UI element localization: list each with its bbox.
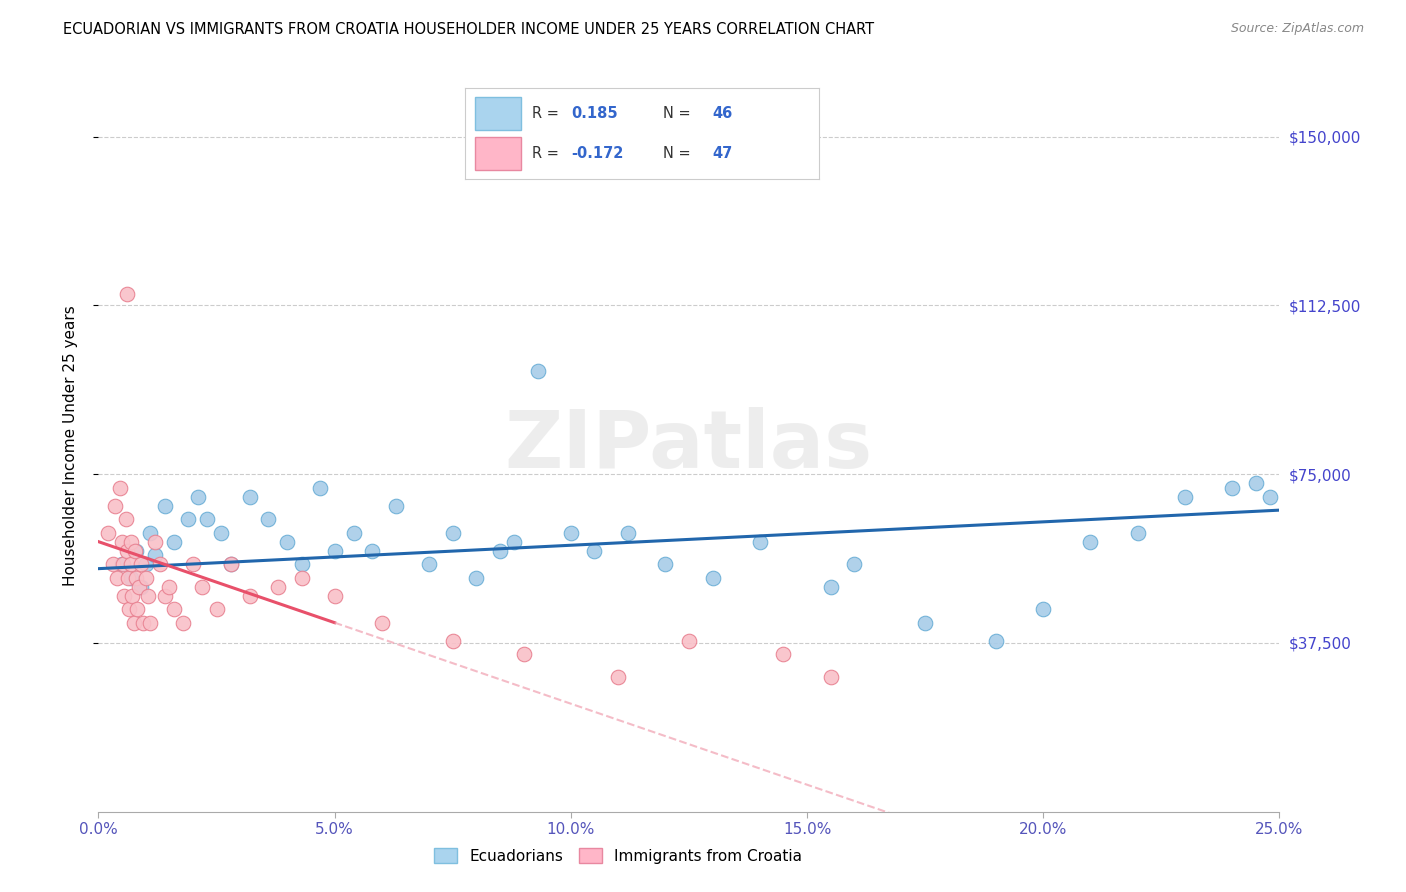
Point [418, 557, 440, 571]
Text: ECUADORIAN VS IMMIGRANTS FROM CROATIA HOUSEHOLDER INCOME UNDER 25 YEARS CORRELAT: ECUADORIAN VS IMMIGRANTS FROM CROATIA HO… [63, 22, 875, 37]
Point [748, 534, 770, 549]
Point [129, 557, 152, 571]
Point [129, 580, 152, 594]
Point [560, 525, 582, 540]
Point [115, 543, 138, 558]
Point [503, 534, 526, 549]
Point [607, 670, 630, 684]
Point [121, 589, 143, 603]
Point [290, 571, 312, 585]
Point [139, 525, 162, 540]
Point [153, 589, 176, 603]
Point [149, 557, 172, 571]
Point [143, 534, 166, 549]
Point [195, 512, 218, 526]
Point [118, 602, 141, 616]
Point [143, 548, 166, 562]
Point [121, 571, 143, 585]
Point [111, 534, 134, 549]
Point [239, 589, 262, 603]
Point [122, 615, 145, 630]
Point [97, 525, 120, 540]
Legend: Ecuadorians, Immigrants from Croatia: Ecuadorians, Immigrants from Croatia [429, 842, 808, 870]
Point [104, 499, 127, 513]
Point [267, 580, 290, 594]
Point [654, 557, 676, 571]
Point [526, 363, 548, 377]
Point [157, 580, 180, 594]
Point [1126, 525, 1149, 540]
Point [135, 557, 157, 571]
Point [127, 602, 149, 616]
Point [290, 557, 312, 571]
Point [1080, 534, 1102, 549]
Point [135, 571, 157, 585]
Text: ZIPatlas: ZIPatlas [505, 407, 873, 485]
Point [115, 287, 138, 301]
Point [101, 557, 124, 571]
Point [820, 670, 842, 684]
Point [361, 543, 384, 558]
Point [702, 571, 724, 585]
Point [914, 615, 936, 630]
Point [489, 543, 512, 558]
Point [111, 557, 134, 571]
Point [105, 571, 128, 585]
Point [441, 525, 464, 540]
Point [772, 647, 794, 661]
Point [616, 525, 638, 540]
Point [512, 647, 534, 661]
Point [139, 615, 162, 630]
Point [984, 633, 1007, 648]
Point [125, 543, 148, 558]
Point [125, 571, 148, 585]
Point [371, 615, 394, 630]
Text: Source: ZipAtlas.com: Source: ZipAtlas.com [1230, 22, 1364, 36]
Point [583, 543, 606, 558]
Point [181, 557, 204, 571]
Point [342, 525, 364, 540]
Point [239, 490, 262, 504]
Point [219, 557, 242, 571]
Point [209, 525, 232, 540]
Point [257, 512, 280, 526]
Point [1174, 490, 1197, 504]
Point [112, 589, 135, 603]
Point [114, 512, 136, 526]
Point [1244, 476, 1267, 491]
Point [205, 602, 228, 616]
Point [111, 557, 134, 571]
Point [1220, 481, 1243, 495]
Point [385, 499, 408, 513]
Point [219, 557, 242, 571]
Point [309, 481, 332, 495]
Point [844, 557, 866, 571]
Point [136, 589, 159, 603]
Point [128, 580, 150, 594]
Point [187, 490, 209, 504]
Point [820, 580, 842, 594]
Point [441, 633, 464, 648]
Point [117, 571, 139, 585]
Point [108, 481, 131, 495]
Point [191, 580, 214, 594]
Point [276, 534, 298, 549]
Y-axis label: Householder Income Under 25 years: Householder Income Under 25 years [63, 306, 77, 586]
Point [172, 615, 194, 630]
Point [465, 571, 488, 585]
Point [124, 543, 146, 558]
Point [153, 499, 176, 513]
Point [323, 543, 346, 558]
Point [132, 615, 155, 630]
Point [1258, 490, 1281, 504]
Point [678, 633, 700, 648]
Point [163, 534, 186, 549]
Point [1032, 602, 1054, 616]
Point [121, 557, 143, 571]
Point [323, 589, 346, 603]
Point [177, 512, 200, 526]
Point [163, 602, 186, 616]
Point [120, 534, 142, 549]
